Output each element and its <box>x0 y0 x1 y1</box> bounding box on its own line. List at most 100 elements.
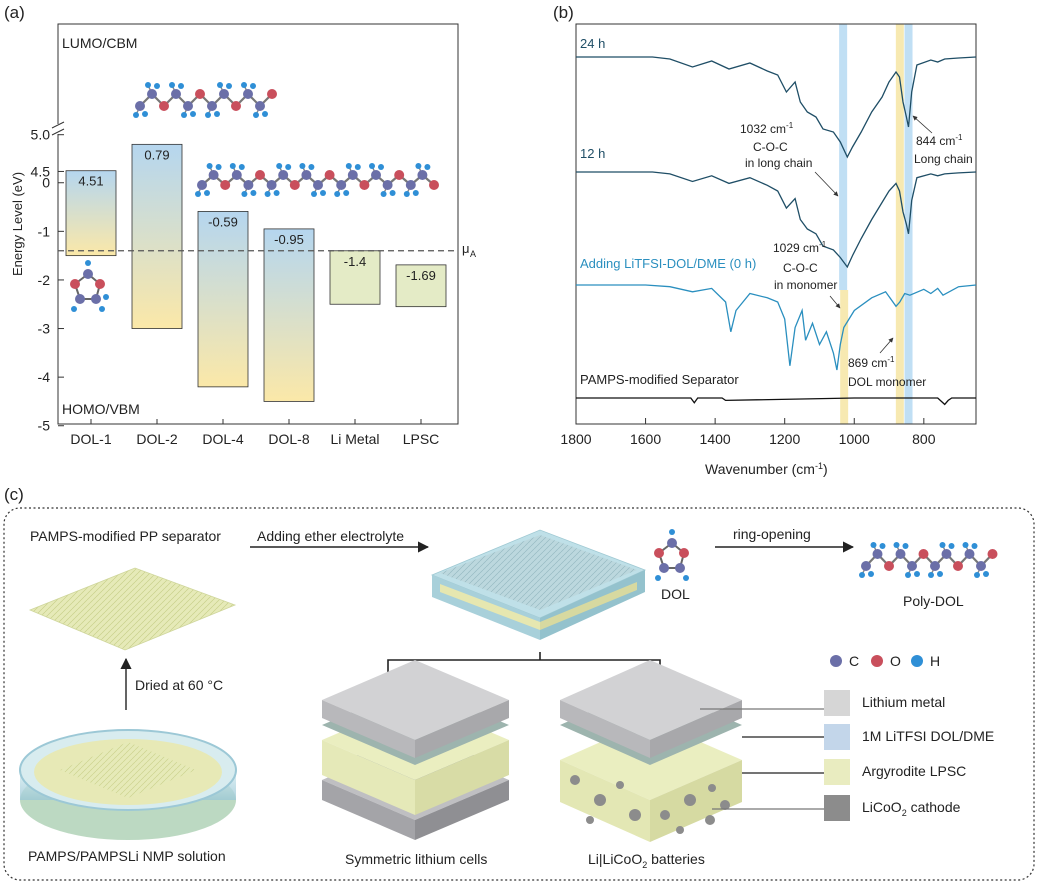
hydrogen-atom <box>948 543 955 549</box>
carbon-atom <box>941 549 952 559</box>
energy-bar <box>395 264 447 308</box>
legend-lpsc-label: Argyrodite LPSC <box>862 763 966 779</box>
hydrogen-atom <box>415 163 422 169</box>
oxygen-atom <box>220 180 231 190</box>
symmetric-cell <box>322 660 509 840</box>
poly-dol-label: Poly-DOL <box>903 593 964 609</box>
legend-swatch-electrolyte <box>824 724 850 750</box>
axis-break-mark <box>51 121 65 129</box>
dried-label: Dried at 60 °C <box>135 677 223 693</box>
dol-label: DOL <box>661 586 690 602</box>
separator-sheet <box>28 567 237 651</box>
hydrogen-atom <box>154 83 160 89</box>
hydrogen-atom <box>264 191 271 197</box>
y-tick-label: 0 <box>42 175 50 191</box>
bar-value-label: -1.69 <box>406 268 436 283</box>
oxygen-atom <box>255 170 265 180</box>
carbon-atom <box>147 89 157 99</box>
svg-text:1032 cm-1: 1032 cm-1 <box>740 121 794 136</box>
carbon-atom <box>907 561 917 571</box>
category-label: Li Metal <box>330 431 379 447</box>
panel-b-frame <box>575 23 977 425</box>
annotation-1029: 1029 cm-1 C-O-C in monomer <box>773 240 841 309</box>
hydrogen-atom <box>276 163 283 169</box>
licoo2-battery <box>560 660 742 842</box>
x-tick-label: 1200 <box>769 431 800 447</box>
atom-h-label: H <box>930 653 940 669</box>
highlight-band <box>839 24 848 290</box>
hydrogen-atom <box>241 191 248 197</box>
carbon-atom <box>255 101 265 111</box>
hydrogen-atom <box>378 164 384 170</box>
hydrogen-atom <box>334 191 341 197</box>
panel-c-frame <box>3 507 1035 881</box>
hydrogen-atom <box>229 163 236 169</box>
hydrogen-atom <box>253 112 259 118</box>
category-label: DOL-1 <box>70 431 111 447</box>
category-label: LPSC <box>403 431 440 447</box>
hydrogen-atom <box>859 572 865 578</box>
trace-label-0h: Adding LiTFSI-DOL/DME (0 h) <box>580 256 756 271</box>
legend-cathode-label: LiCoO2 cathode <box>862 799 961 818</box>
panel-b-label: (b) <box>553 3 574 22</box>
oxygen-atom <box>953 561 963 571</box>
carbon-atom <box>171 89 181 99</box>
hydrogen-atom <box>389 190 396 196</box>
x-tick-label: 1000 <box>839 431 870 447</box>
atom-o-label: O <box>890 653 901 669</box>
electrolyte-arrow-label: Adding ether electrolyte <box>257 528 404 544</box>
ir-trace <box>576 284 977 371</box>
oxygen-atom <box>231 101 241 111</box>
carbon-atom <box>382 180 393 190</box>
hydrogen-atom <box>238 164 245 170</box>
hydrogen-atom <box>169 82 175 88</box>
legend-swatch-lithium <box>824 690 850 716</box>
mu-subscript: A <box>470 249 476 259</box>
ir-trace <box>576 397 976 406</box>
wetted-separator <box>430 529 647 640</box>
hydrogen-atom <box>299 163 306 169</box>
ir-trace <box>576 171 977 269</box>
hydrogen-atom-swatch <box>911 655 923 667</box>
bar-value-label: 4.51 <box>78 174 103 189</box>
carbon-atom <box>301 170 312 180</box>
energy-bar <box>65 170 117 257</box>
hydrogen-atom <box>250 190 257 196</box>
carbon-atom <box>243 180 254 190</box>
carbon-atom-swatch <box>830 655 842 667</box>
carbon-atom <box>336 180 347 190</box>
poly-dol-long-molecule <box>195 163 439 197</box>
hydrogen-atom <box>870 542 877 548</box>
oxygen-atom <box>429 180 439 190</box>
panel-c-label: (c) <box>4 485 24 504</box>
hydrogen-atom <box>939 542 946 548</box>
trace-label-12h: 12 h <box>580 146 605 161</box>
legend-electrolyte-label: 1M LiTFSI DOL/DME <box>862 728 994 744</box>
bar-value-label: 0.79 <box>144 147 169 162</box>
svg-text:C-O-C: C-O-C <box>753 140 788 154</box>
highlight-bands <box>839 24 913 424</box>
carbon-atom <box>135 101 145 111</box>
hydrogen-atom <box>893 542 900 548</box>
panel-b-ticks: 1800 1600 1400 1200 1000 800 <box>560 418 936 447</box>
legend-lithium-label: Lithium metal <box>862 694 945 710</box>
annotation-844: 844 cm-1 Long chain <box>912 115 973 166</box>
panel-a-chart: LUMO/CBM HOMO/VBM Energy Level (eV) 0 -1 -… <box>10 23 476 447</box>
hydrogen-atom <box>206 163 213 169</box>
axis-break-mark <box>51 128 65 136</box>
hydrogen-atom <box>311 191 317 197</box>
annotation-869: 869 cm-1 DOL monomer <box>848 337 926 389</box>
battery-label: Li|LiCoO2 batteries <box>588 851 705 870</box>
carbon-atom <box>183 101 193 111</box>
hydrogen-atom <box>962 542 969 548</box>
svg-text:869 cm-1: 869 cm-1 <box>848 355 895 370</box>
energy-bar <box>131 143 183 329</box>
carbon-atom <box>347 170 358 180</box>
svg-text:C-O-C: C-O-C <box>783 261 818 275</box>
oxygen-atom-swatch <box>871 655 883 667</box>
hydrogen-atom <box>412 190 419 196</box>
y-tick-label: -3 <box>38 321 51 337</box>
carbon-atom <box>313 180 323 190</box>
hydrogen-atom <box>145 82 151 88</box>
